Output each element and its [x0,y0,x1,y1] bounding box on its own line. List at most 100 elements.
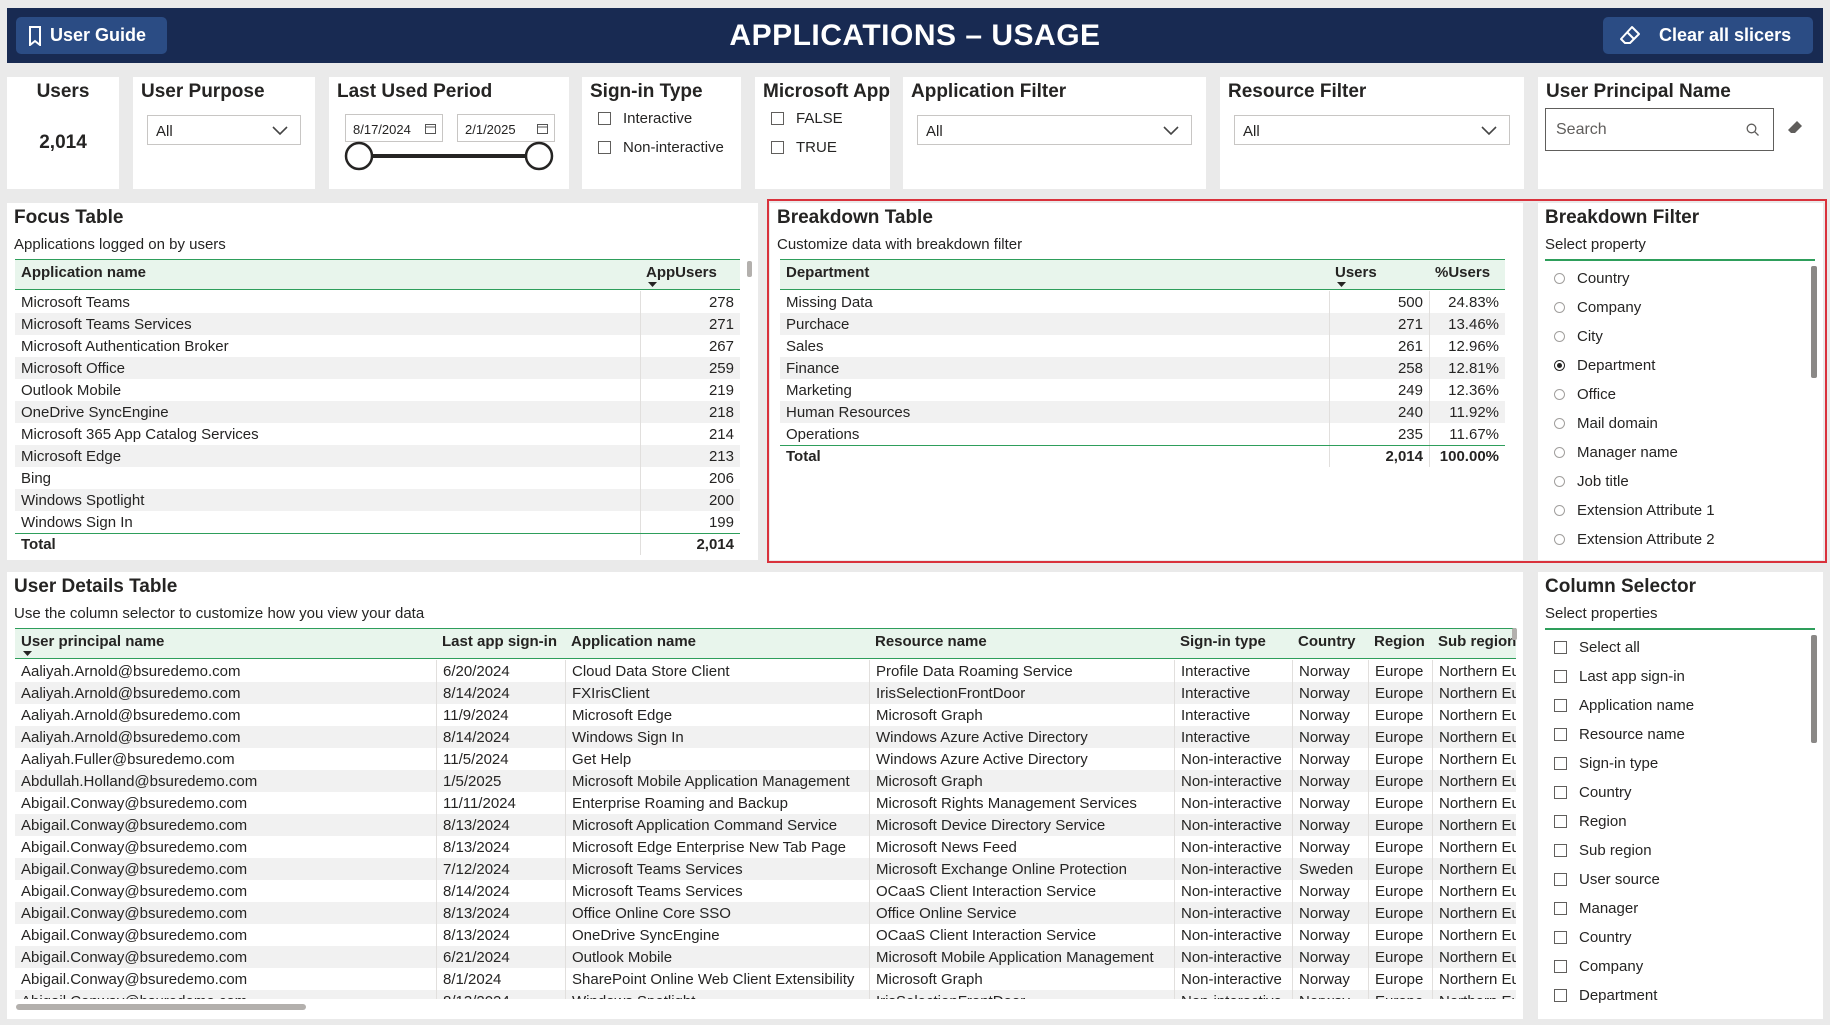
checkbox-option[interactable]: Sign-in type [1554,755,1658,772]
radio-option[interactable]: Company [1554,299,1641,316]
checkbox[interactable] [1554,670,1567,683]
radio[interactable] [1554,331,1565,342]
clear-slicers-button[interactable]: Clear all slicers [1603,17,1813,54]
scrollbar-thumb[interactable] [1512,628,1517,640]
checkbox-option[interactable]: Non-interactive [598,139,724,156]
date-input[interactable]: 2/1/2025 [457,114,555,142]
column-header[interactable]: AppUsers [646,264,717,281]
checkbox[interactable] [771,112,784,125]
radio[interactable] [1554,302,1565,313]
radio[interactable] [1554,418,1565,429]
radio-option[interactable]: Country [1554,270,1630,287]
table-cell: Europe [1368,770,1432,792]
option-label: FALSE [796,110,843,127]
radio[interactable] [1554,534,1565,545]
radio-option[interactable]: Manager name [1554,444,1678,461]
panel-title: Breakdown Table [777,207,933,228]
checkbox-option[interactable]: Sub region [1554,842,1652,859]
scrollbar-thumb[interactable] [1811,266,1817,378]
checkbox[interactable] [1554,931,1567,944]
dropdown[interactable]: All [147,115,301,145]
radio-option[interactable]: Department [1554,357,1655,374]
dropdown[interactable]: All [917,115,1192,145]
column-header[interactable]: Last app sign-in [442,633,558,650]
column-header[interactable]: Application name [571,633,697,650]
checkbox-option[interactable]: Region [1554,813,1627,830]
radio-option[interactable]: Job title [1554,473,1629,490]
option-label: Department [1579,987,1658,1004]
checkbox-option[interactable]: FALSE [771,110,843,127]
checkbox[interactable] [1554,902,1567,915]
checkbox[interactable] [1554,699,1567,712]
checkbox[interactable] [1554,641,1567,654]
checkbox[interactable] [1554,844,1567,857]
checkbox-option[interactable]: User source [1554,871,1660,888]
checkbox[interactable] [1554,786,1567,799]
checkbox-option[interactable]: Manager [1554,900,1638,917]
radio-option[interactable]: City [1554,328,1603,345]
h-scrollbar-thumb[interactable] [16,1004,306,1010]
checkbox-option[interactable]: TRUE [771,139,837,156]
radio[interactable] [1554,360,1565,371]
column-header[interactable]: %Users [1435,264,1491,281]
sort-arrow [648,282,657,287]
table-cell: Norway [1292,682,1368,704]
column-header[interactable]: Country [1298,633,1356,650]
checkbox-option[interactable]: Interactive [598,110,692,127]
checkbox-option[interactable]: Department [1554,987,1657,1004]
column-header[interactable]: Sub region [1438,633,1516,650]
column-header[interactable]: Sign-in type [1180,633,1266,650]
table-cell: 8/1/2024 [436,968,565,990]
table-cell: 218 [640,401,740,423]
column-header[interactable]: Region [1374,633,1425,650]
checkbox-option[interactable]: Country [1554,784,1632,801]
radio-option[interactable]: Mail domain [1554,415,1658,432]
table-row: Windows Spotlight 200 [15,489,740,511]
table-cell: Windows Sign In [21,513,133,531]
table-cell: Norway [1292,924,1368,946]
checkbox[interactable] [1554,757,1567,770]
table-row: OneDrive SyncEngine 218 [15,401,740,423]
checkbox[interactable] [771,141,784,154]
radio[interactable] [1554,505,1565,516]
radio[interactable] [1554,476,1565,487]
column-header[interactable]: Application name [21,264,147,281]
column-header[interactable]: User principal name [21,633,165,650]
column-header[interactable]: Resource name [875,633,987,650]
radio[interactable] [1554,273,1565,284]
radio[interactable] [1554,447,1565,458]
date-input[interactable]: 8/17/2024 [345,114,443,142]
user-guide-button[interactable]: User Guide [16,17,167,54]
radio-option[interactable]: Office [1554,386,1616,403]
checkbox-option[interactable]: Country [1554,929,1632,946]
checkbox-option[interactable]: Select all [1554,639,1640,656]
scrollbar-thumb[interactable] [1811,635,1817,743]
radio[interactable] [1554,389,1565,400]
checkbox[interactable] [1554,728,1567,741]
table-cell: 12.81% [1429,357,1505,379]
radio-option[interactable]: Extension Attribute 2 [1554,531,1715,548]
checkbox-option[interactable]: Resource name [1554,726,1685,743]
option-label: Application name [1579,697,1695,714]
column-header[interactable]: Users [1335,264,1377,281]
table-cell: Microsoft Edge [21,447,122,465]
checkbox[interactable] [1554,989,1567,1002]
checkbox-option[interactable]: Company [1554,958,1643,975]
total-cell: 2,014 [640,534,740,555]
checkbox-option[interactable]: Last app sign-in [1554,668,1685,685]
dropdown[interactable]: All [1234,115,1510,145]
scrollbar-thumb[interactable] [747,261,752,277]
checkbox[interactable] [1554,873,1567,886]
checkbox[interactable] [1554,815,1567,828]
checkbox-option[interactable]: Application name [1554,697,1694,714]
column-header[interactable]: Department [786,264,870,281]
checkbox[interactable] [598,141,611,154]
table-cell: Outlook Mobile [21,381,122,399]
radio-option[interactable]: Extension Attribute 1 [1554,502,1715,519]
dropdown-value: All [926,123,943,140]
table-row: Bing 206 [15,467,740,489]
table-cell: Abigail.Conway@bsuredemo.com [21,816,248,834]
checkbox[interactable] [598,112,611,125]
checkbox[interactable] [1554,960,1567,973]
search-box[interactable]: Search [1545,108,1774,151]
